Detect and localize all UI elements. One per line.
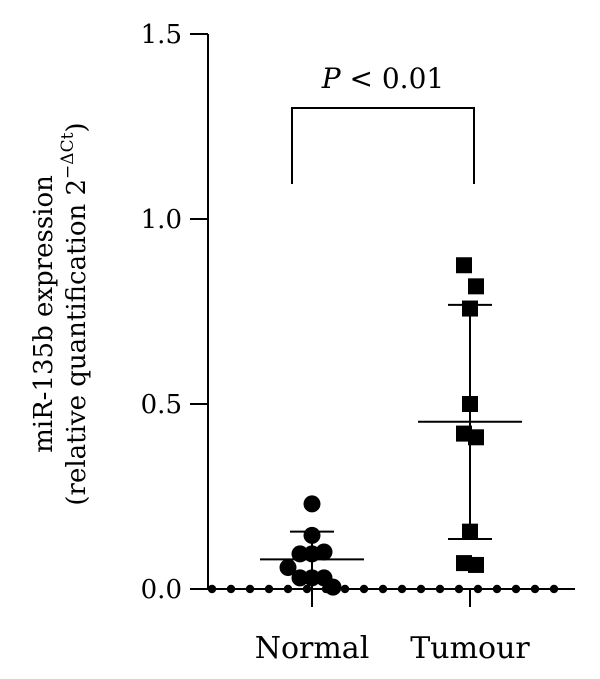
zero-dot [416,584,426,594]
y-axis-label-superscript: −ΔCt [58,132,78,179]
data-point-circle [303,495,321,513]
zero-dot [302,584,312,594]
y-tick-label: 0.5 [141,390,182,420]
zero-dot [549,584,559,594]
zero-dot [435,584,445,594]
zero-dot [283,584,293,594]
zero-dot [264,584,274,594]
data-point-square [468,278,484,295]
zero-dot [454,584,464,594]
y-tick-label: 1.5 [141,20,182,50]
p-letter: P [321,62,342,95]
zero-dot [207,584,217,594]
axes: 0.0 0.5 1.0 1.5 Normal Tumour [141,20,575,666]
zero-dot [226,584,236,594]
zero-dot [511,584,521,594]
zero-dot [340,584,350,594]
data-point-square [462,523,478,540]
data-point-square [462,300,478,317]
y-tick-label: 1.0 [141,205,182,235]
data-point-circle [303,526,321,544]
significance-bracket [291,107,475,184]
p-value-text: < 0.01 [341,62,445,95]
p-value-label: P < 0.01 [321,62,444,95]
data-point-circle [303,569,321,587]
zero-dot [245,584,255,594]
data-point-square [468,429,484,446]
x-tick-label: Normal [255,631,370,666]
data-point-circle [324,578,342,596]
data-point-circle [291,569,309,587]
significance-annotation: P < 0.01 [291,62,475,184]
y-axis-label-close: ) [62,122,92,132]
zero-dot [397,584,407,594]
zero-dot [359,584,369,594]
x-tick-label: Tumour [410,631,530,666]
zero-dot [473,584,483,594]
y-axis-label: miR-135b expression (relative quantifica… [29,122,92,505]
y-tick-label: 0.0 [141,575,182,605]
data-point-square [468,556,484,573]
data-point-circle [291,545,309,563]
data-marks [260,257,522,596]
data-point-square [456,257,472,274]
y-axis-label-line2-text: (relative quantification 2 [62,179,92,506]
zero-dot [378,584,388,594]
data-point-square [462,396,478,412]
y-axis-label-line1: miR-135b expression [29,175,59,453]
data-point-circle [279,559,297,577]
data-point-circle [315,543,333,561]
zero-dot [492,584,502,594]
y-axis-label-line2: (relative quantification 2−ΔCt) [58,122,92,505]
zero-dot [530,584,540,594]
